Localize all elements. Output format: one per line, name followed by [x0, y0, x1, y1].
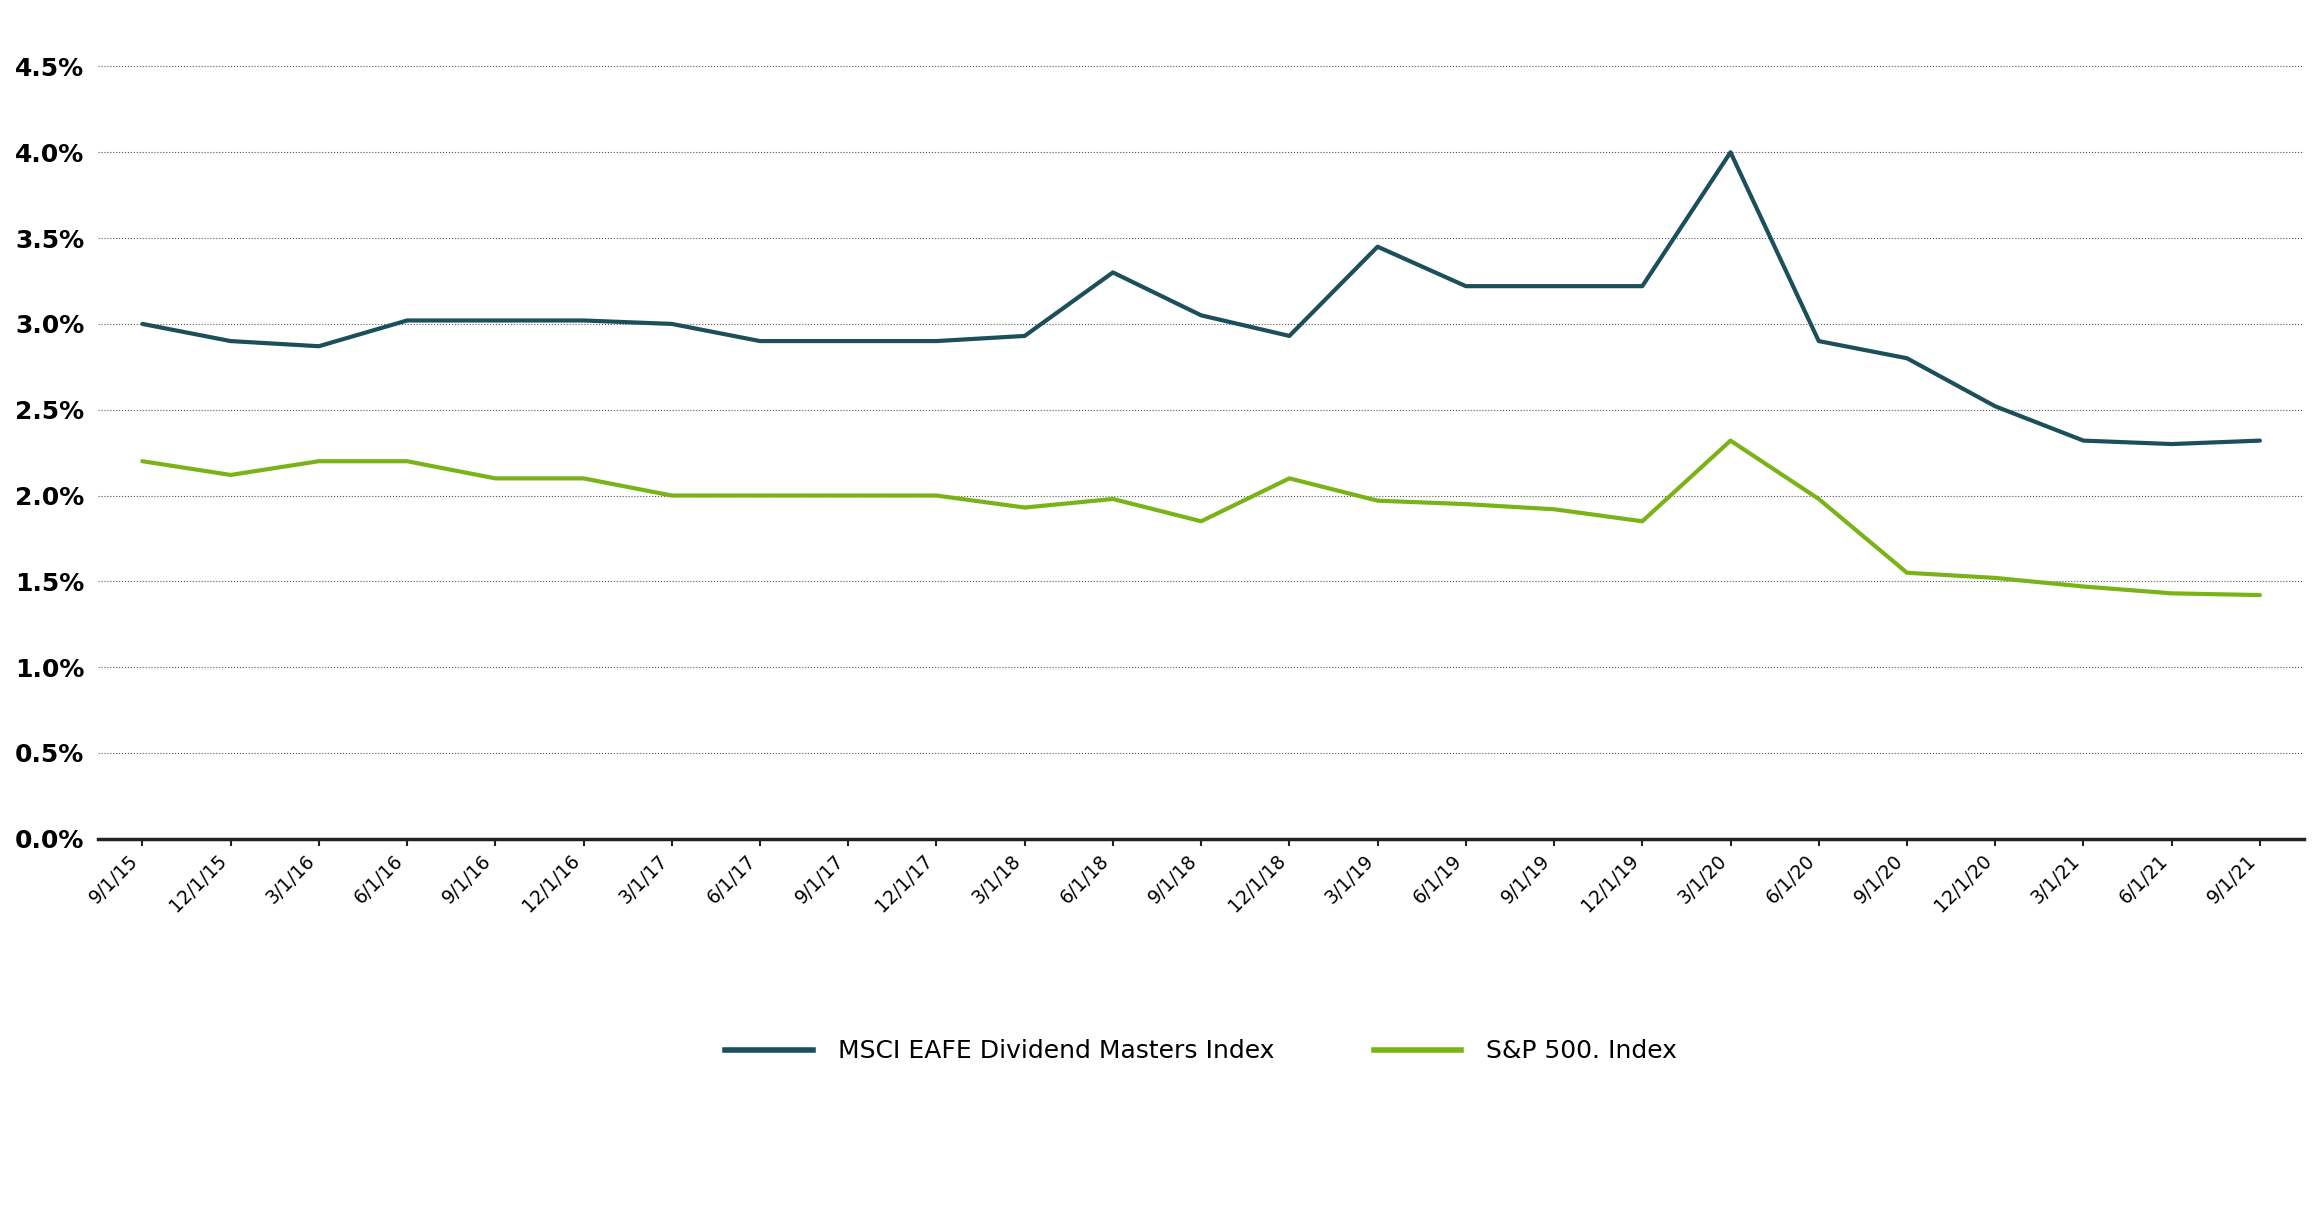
Legend: MSCI EAFE Dividend Masters Index, S&P 500. Index: MSCI EAFE Dividend Masters Index, S&P 50…	[714, 1029, 1688, 1073]
